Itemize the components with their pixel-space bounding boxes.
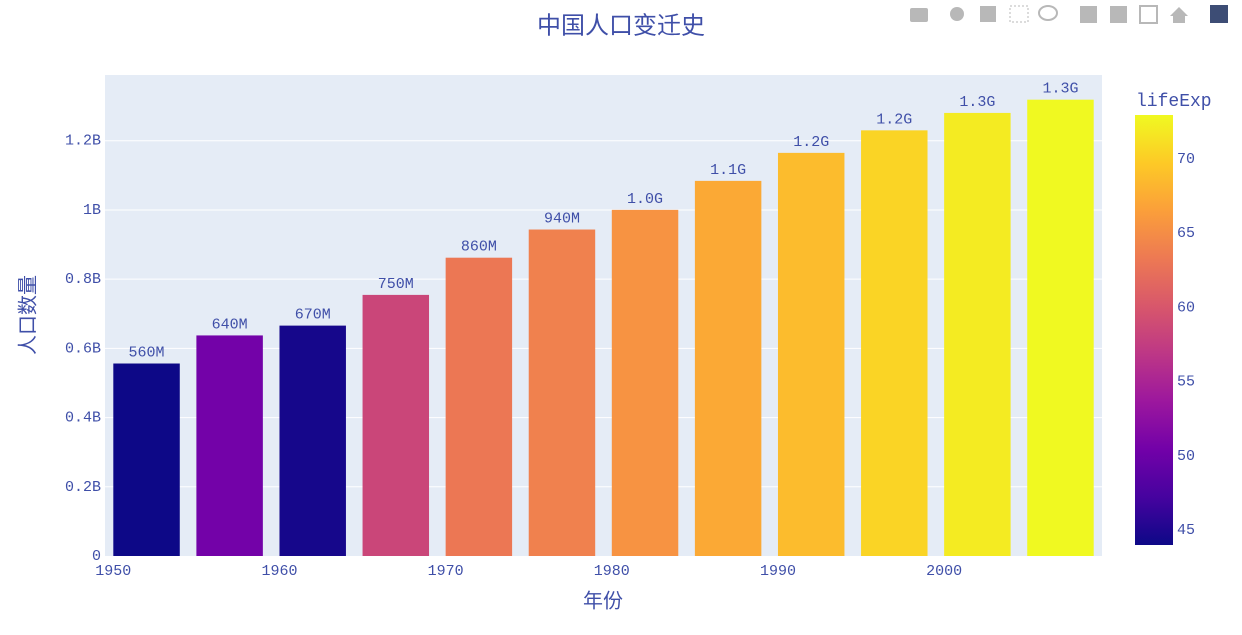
data-label: 750M (378, 276, 414, 293)
bar (113, 363, 180, 556)
reset-button[interactable] (1170, 7, 1188, 23)
colorbar-tick-label: 55 (1177, 374, 1195, 391)
bar (694, 180, 762, 557)
y-tick-label: 0 (92, 548, 101, 565)
bar (279, 325, 346, 556)
data-label: 1.1G (710, 162, 746, 179)
bar (944, 112, 1011, 556)
x-axis-title: 年份 (583, 590, 623, 613)
data-label: 940M (544, 210, 580, 227)
data-label: 1.0G (627, 191, 663, 208)
colorbar-tick-label: 70 (1177, 151, 1195, 168)
bar (611, 209, 679, 556)
pan-button[interactable] (980, 6, 996, 22)
plot-area (105, 75, 1102, 556)
data-label: 640M (212, 316, 248, 333)
y-tick-label: 1B (83, 202, 101, 219)
box-select-button[interactable] (1009, 5, 1029, 23)
data-label: 860M (461, 239, 497, 256)
x-tick-label: 1970 (428, 563, 464, 580)
colorbar-tick-label: 60 (1177, 299, 1195, 316)
colorbar-tick-label: 50 (1177, 448, 1195, 465)
data-label: 1.3G (959, 94, 995, 111)
data-label: 1.2G (793, 134, 829, 151)
data-label: 1.2G (876, 111, 912, 128)
chart-title: 中国人口变迁史 (537, 13, 705, 40)
y-axis-title: 人口数量 (17, 275, 40, 355)
lasso-button[interactable] (1038, 5, 1058, 21)
bar (362, 294, 430, 556)
data-label: 670M (295, 307, 331, 324)
x-tick-label: 1980 (594, 563, 630, 580)
autoscale-button[interactable] (1139, 5, 1158, 24)
y-tick-label: 0.8B (65, 271, 101, 288)
camera-button[interactable] (910, 8, 928, 22)
colorbar-title: lifeExp (1136, 92, 1212, 112)
zoom-button[interactable] (950, 7, 964, 21)
bar (777, 152, 845, 556)
y-tick-label: 0.6B (65, 340, 101, 357)
x-tick-label: 1990 (760, 563, 796, 580)
x-tick-label: 2000 (926, 563, 962, 580)
y-tick-label: 1.2B (65, 133, 101, 150)
x-tick-label: 1950 (95, 563, 131, 580)
colorbar-tick-label: 65 (1177, 225, 1195, 242)
x-tick-label: 1960 (261, 563, 297, 580)
bar (196, 335, 263, 556)
data-label: 560M (129, 344, 165, 361)
plotly-logo[interactable] (1210, 5, 1228, 23)
bar (861, 130, 928, 557)
bar (445, 257, 513, 556)
zoom-in-button[interactable] (1080, 6, 1097, 23)
y-tick-label: 0.4B (65, 410, 101, 427)
y-tick-label: 0.2B (65, 479, 101, 496)
bar (528, 229, 596, 556)
bar (1027, 99, 1094, 557)
toolbar[interactable] (910, 5, 1228, 24)
colorbar-tick-label: 45 (1177, 522, 1195, 539)
data-label: 1.3G (1042, 81, 1078, 98)
colorbar (1135, 115, 1173, 545)
zoom-out-button[interactable] (1110, 6, 1127, 23)
